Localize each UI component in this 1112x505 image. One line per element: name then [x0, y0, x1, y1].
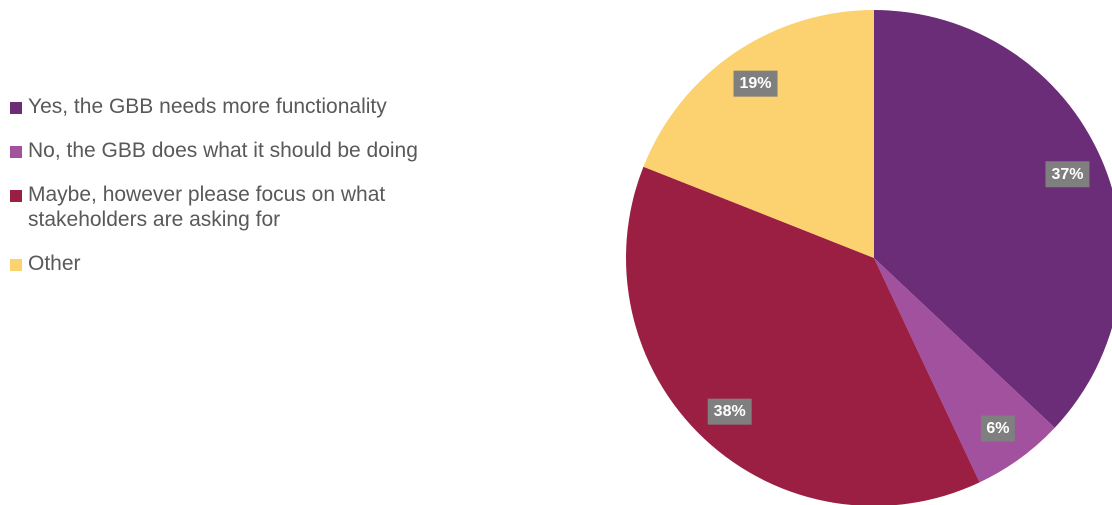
legend-swatch-no	[10, 146, 22, 158]
legend-label-other: Other	[28, 252, 81, 275]
legend-item-no: No, the GBB does what it should be doing	[10, 138, 470, 163]
legend-swatch-yes	[10, 102, 22, 114]
data-label-box	[980, 415, 1015, 442]
svg-text:38%: 38%	[714, 403, 746, 420]
legend-item-maybe: Maybe, however please focus on what stak…	[10, 182, 470, 232]
data-label-other: 19%	[733, 70, 778, 97]
legend-swatch-maybe	[10, 190, 22, 202]
legend-item-yes: Yes, the GBB needs more functionality	[10, 94, 470, 119]
data-label-box	[1045, 161, 1090, 188]
svg-text:6%: 6%	[986, 420, 1009, 437]
data-label-box	[707, 398, 752, 425]
legend-swatch-other	[10, 259, 22, 271]
legend-label-no: No, the GBB does what it should be doing	[28, 139, 418, 162]
svg-text:19%: 19%	[739, 75, 771, 92]
pie-slice-yes	[874, 10, 1112, 428]
data-label-maybe: 38%	[707, 398, 752, 425]
svg-text:37%: 37%	[1051, 166, 1083, 183]
chart-legend: Yes, the GBB needs more functionality No…	[10, 94, 470, 295]
legend-item-other: Other	[10, 251, 470, 276]
data-label-box	[733, 70, 778, 97]
legend-label-maybe: Maybe, however please focus on what stak…	[28, 183, 386, 231]
data-label-no: 6%	[980, 415, 1015, 442]
pie-slice-other	[643, 10, 874, 258]
legend-label-yes: Yes, the GBB needs more functionality	[28, 95, 387, 118]
data-label-yes: 37%	[1045, 161, 1090, 188]
